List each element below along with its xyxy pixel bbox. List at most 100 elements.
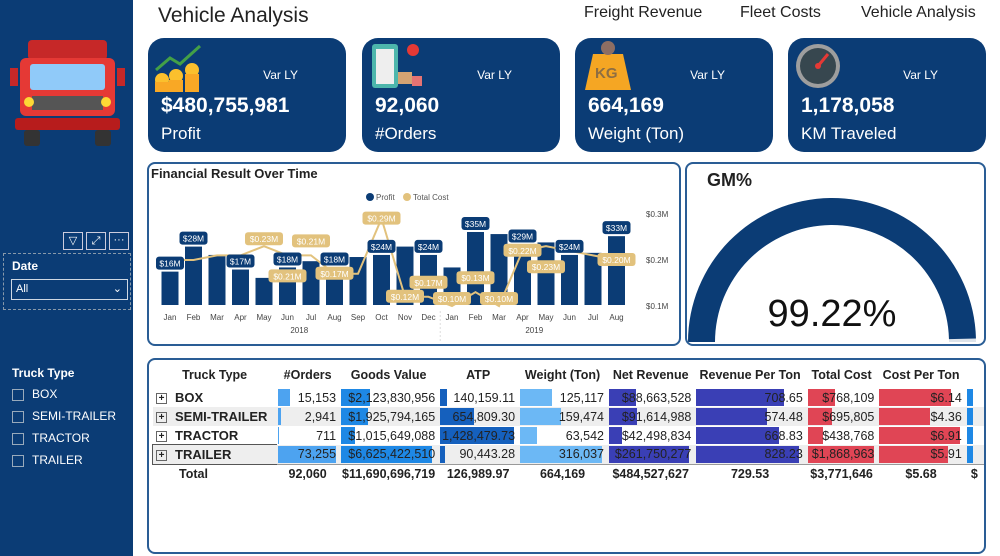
checkbox[interactable] — [12, 432, 24, 445]
data-label-box — [433, 292, 471, 305]
data-bar — [520, 408, 562, 425]
data-label: $35M — [465, 219, 486, 229]
checkbox[interactable] — [12, 410, 24, 423]
more-options-icon[interactable]: ··· — [109, 232, 129, 250]
column-header[interactable]: #Orders — [283, 368, 332, 382]
column-header[interactable]: Total Cost — [811, 368, 872, 382]
gm-gauge-panel: GM% 99.22% — [685, 162, 986, 346]
profit-bar — [537, 242, 555, 305]
kg-icon-text: KG — [595, 65, 618, 82]
data-bar — [278, 408, 281, 425]
data-label-box — [508, 229, 537, 243]
table-cell: $6.91 — [877, 426, 964, 445]
date-slicer: Date All ⌄ — [3, 253, 131, 310]
truck-type-option[interactable]: BOX — [12, 383, 130, 405]
data-label-box — [156, 256, 184, 270]
data-label: $0.22M — [508, 246, 536, 256]
data-label: $0.10M — [438, 294, 466, 304]
gauge-fill — [688, 197, 976, 342]
expand-icon[interactable]: + — [156, 393, 167, 405]
column-header[interactable]: Truck Type — [182, 368, 248, 382]
data-bar — [696, 427, 780, 444]
kpi-label: Weight (Ton) — [588, 124, 685, 143]
year-label: 2019 — [525, 326, 543, 335]
data-label: $17M — [230, 257, 251, 267]
data-label-box — [268, 269, 307, 283]
data-bar — [341, 427, 355, 444]
data-bar — [609, 446, 690, 463]
data-label-box — [602, 221, 631, 235]
expand-icon[interactable]: + — [156, 412, 167, 424]
data-label-box — [245, 232, 283, 246]
column-header[interactable]: Goods Value — [350, 368, 427, 382]
kpi-card-km-traveled: Var LY 1,178,058 KM Traveled — [788, 38, 986, 152]
checkbox[interactable] — [12, 454, 24, 467]
column-header[interactable]: Net Revenue — [612, 368, 689, 382]
table-row[interactable]: + TRACTOR 711 $1,015,649,088 1,428,479.73 63,… — [153, 426, 984, 445]
x-tick-label: Dec — [421, 313, 435, 322]
table-cell: 2,941 — [276, 407, 340, 426]
data-bar — [520, 389, 553, 406]
x-tick-label: May — [256, 313, 271, 322]
chart-title: Financial Result Over Time — [151, 166, 318, 181]
coins-growth-icon — [155, 44, 202, 92]
kpi-label: Profit — [161, 124, 201, 143]
table-cell: 125,117 — [518, 388, 607, 407]
profit-bar — [161, 271, 179, 305]
truck-type-option[interactable]: TRAILER — [12, 449, 130, 471]
table-row[interactable]: + SEMI-TRAILER 2,941 $1,925,794,165 654,809.… — [153, 407, 984, 426]
total-cell: Total — [153, 463, 277, 483]
data-bar — [440, 427, 514, 444]
table-row[interactable]: + BOX 15,153 $2,123,830,956 140,159.11 125,11… — [153, 388, 984, 407]
table-row[interactable]: + TRAILER 73,255 $6,625,422,510 90,443.28 316… — [151, 444, 984, 465]
expand-icon[interactable]: + — [156, 431, 167, 443]
nav-vehicle-analysis[interactable]: Vehicle Analysis — [861, 4, 976, 21]
data-label-box — [362, 211, 401, 225]
profit-bar — [255, 277, 273, 305]
expand-icon[interactable]: + — [156, 449, 167, 461]
table-cell: 711 — [278, 427, 337, 444]
data-bar — [696, 446, 799, 463]
kpi-label: #Orders — [375, 124, 437, 143]
data-label: $0.23M — [532, 262, 560, 272]
table-cell: $768,109 — [806, 388, 878, 407]
column-header[interactable]: ATP — [466, 368, 491, 382]
truck-type-option[interactable]: SEMI-TRAILER — [12, 405, 130, 427]
data-label: $0.29M — [367, 214, 395, 224]
nav-freight-revenue[interactable]: Freight Revenue — [584, 4, 703, 21]
data-label-box — [273, 252, 302, 266]
table-cell: 15,153 — [276, 388, 339, 407]
total-cell: 729.53 — [694, 463, 806, 483]
column-header[interactable]: Weight (Ton) — [524, 368, 601, 382]
data-bar — [966, 408, 973, 425]
truck-type-label: Truck Type — [12, 366, 75, 380]
total-cell: $484,527,627 — [607, 463, 695, 483]
financial-result-chart: Financial Result Over Time Profit Total Co… — [151, 166, 669, 341]
table-cell: 654,809.30 — [438, 407, 519, 426]
data-label: $24M — [559, 242, 580, 252]
focus-mode-icon[interactable]: ⤢ — [86, 232, 106, 250]
column-header[interactable]: Revenue Per Ton — [699, 368, 801, 382]
truck-type-option[interactable]: TRACTOR — [12, 427, 130, 449]
x-tick-label: Apr — [516, 313, 529, 322]
data-label-box — [409, 275, 448, 289]
truck-type-cell: SEMI-TRAILER — [175, 409, 268, 424]
data-bar — [807, 389, 835, 406]
data-label: $18M — [324, 254, 345, 264]
date-dropdown[interactable]: All ⌄ — [11, 279, 128, 300]
kpi-value: $480,755,981 — [161, 94, 290, 117]
data-bar — [807, 408, 833, 425]
data-label-box — [456, 271, 495, 285]
checkbox[interactable] — [12, 388, 24, 401]
profit-bar — [584, 252, 602, 305]
column-header[interactable]: Cost Per Ton — [882, 368, 960, 382]
legend-profit-marker — [366, 193, 374, 201]
truck-type-table: Truck Type #Orders Goods Value ATP Weight (T… — [151, 362, 984, 483]
nav-fleet-costs[interactable]: Fleet Costs — [740, 4, 821, 21]
table-cell: 90,443.28 — [438, 445, 519, 464]
right-axis-tick: $0.2M — [646, 256, 669, 265]
x-tick-label: Aug — [327, 313, 341, 322]
data-label-box — [320, 252, 349, 266]
filter-icon[interactable]: ▽ — [63, 232, 83, 250]
total-cell: 664,169 — [518, 463, 608, 483]
